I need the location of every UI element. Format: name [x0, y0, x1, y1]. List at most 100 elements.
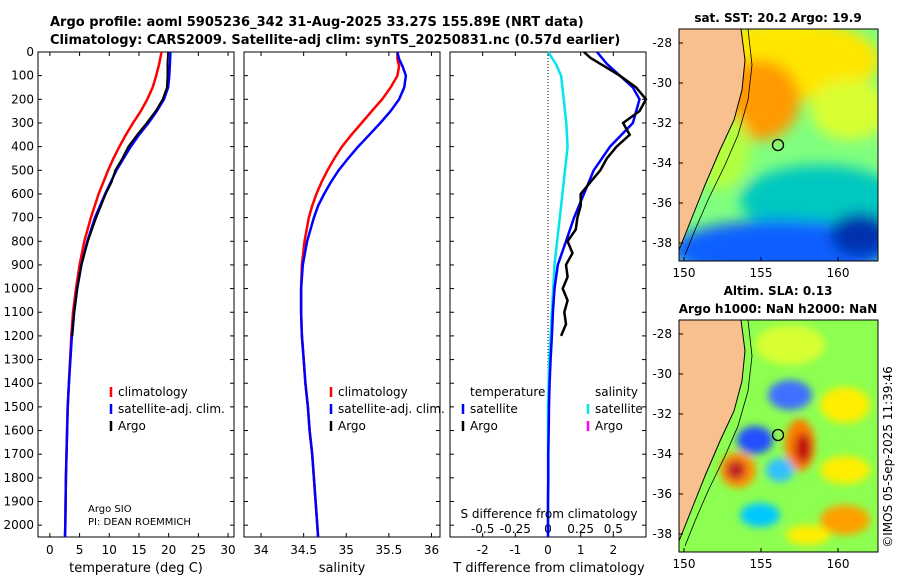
sst-mild-patch — [810, 80, 878, 140]
secondary-x-tick-label: 0.25 — [567, 522, 594, 536]
sst-land — [679, 29, 745, 250]
sst-map — [679, 29, 878, 261]
salinity-axis-label: salinity — [319, 561, 366, 576]
x-tick-label: 1 — [577, 543, 585, 557]
depth-tick-label: 1300 — [3, 353, 34, 367]
sla-anomaly — [755, 325, 825, 365]
depth-tick-label: 700 — [11, 211, 34, 225]
sla-anomaly — [820, 505, 870, 535]
copyright-stamp: ©IMOS 05-Sep-2025 11:39:46 — [881, 366, 895, 548]
x-tick-label: 15 — [131, 543, 146, 557]
figure-title-line2: Climatology: CARS2009. Satellite-adj cli… — [50, 33, 621, 48]
depth-tick-label: 0 — [26, 45, 34, 59]
map-lat-tick-label: -34 — [652, 156, 672, 170]
x-tick-label: 20 — [161, 543, 176, 557]
depth-tick-label: 1100 — [3, 305, 34, 319]
x-tick-label: 0 — [46, 543, 54, 557]
series-line-climatology — [299, 52, 401, 538]
map-lat-tick-label: -34 — [652, 447, 672, 461]
map-lat-tick-label: -32 — [652, 116, 672, 130]
sst-cold-patch — [679, 220, 878, 261]
copyright-stamp-wrapper: ©IMOS 05-Sep-2025 11:39:46 — [878, 350, 898, 570]
sla-anomaly — [737, 426, 773, 454]
sla-anomaly — [820, 387, 870, 423]
legend-temp-satellite-label: satellite — [470, 402, 518, 416]
sst-coastline — [679, 29, 746, 251]
x-tick-label: 34 — [253, 543, 268, 557]
sst-cold-core — [830, 213, 878, 257]
x-tick-label: 34.5 — [290, 543, 317, 557]
legend-sal-argo-label: Argo — [595, 419, 623, 433]
legend-climatology-label: climatology — [118, 385, 188, 399]
temperature-panel-frame — [37, 51, 235, 538]
sst-isobath — [684, 29, 753, 256]
sla-coastline — [679, 320, 746, 542]
legend-argo-label: Argo — [118, 419, 146, 433]
depth-tick-label: 1700 — [3, 447, 34, 461]
depth-tick-label: 500 — [11, 163, 34, 177]
map-lat-tick-label: -30 — [652, 367, 672, 381]
sst-map-title: sat. SST: 20.2 Argo: 19.9 — [694, 11, 861, 25]
secondary-x-tick-label: -0.25 — [500, 522, 531, 536]
depth-tick-label: 1600 — [3, 424, 34, 438]
map-lon-tick-label: 160 — [827, 557, 850, 571]
x-tick-label: 2 — [610, 543, 618, 557]
depth-tick-label: 2000 — [3, 518, 34, 532]
legend-salinity-title: salinity — [595, 385, 638, 399]
depth-tick-label: 1500 — [3, 400, 34, 414]
x-tick-label: 35 — [339, 543, 354, 557]
depth-tick-label: 1000 — [3, 282, 34, 296]
map-lon-tick-label: 155 — [750, 557, 773, 571]
difference-legend: temperature salinity satellite Argo sate… — [461, 385, 643, 433]
depth-tick-label: 1800 — [3, 471, 34, 485]
legend-satellite-label: satellite-adj. clim. — [338, 402, 445, 416]
sst-float-marker — [771, 138, 785, 152]
sla-field — [720, 325, 870, 545]
series-line-satellite-adj-clim- — [63, 51, 172, 538]
temperature-axis-label: temperature (deg C) — [69, 561, 203, 576]
figure-title-line1: Argo profile: aoml 5905236_342 31-Aug-20… — [50, 15, 584, 30]
sla-anomaly — [786, 525, 830, 545]
map-lon-tick-label: 150 — [673, 557, 696, 571]
x-tick-label: 30 — [220, 543, 235, 557]
depth-tick-label: 400 — [11, 140, 34, 154]
series-line-temperature-satellite — [546, 51, 641, 537]
t-difference-axis-label: T difference from climatology — [452, 561, 645, 576]
s-difference-axis-label: S difference from climatology — [461, 507, 638, 521]
depth-tick-label: 1200 — [3, 329, 34, 343]
sla-anomaly — [740, 503, 780, 527]
sla-map-frame — [678, 319, 879, 553]
map-lat-tick-label: -38 — [652, 236, 672, 250]
map-lat-tick-label: -36 — [652, 196, 672, 210]
sla-land — [679, 320, 745, 541]
sla-anomaly — [766, 458, 794, 482]
salinity-legend: climatology satellite-adj. clim. Argo — [329, 385, 445, 433]
map-lon-tick-label: 150 — [673, 266, 696, 280]
float-pi: PI: DEAN ROEMMICH — [88, 517, 191, 528]
depth-tick-label: 100 — [11, 69, 34, 83]
depth-tick-label: 800 — [11, 234, 34, 248]
x-tick-label: 35.5 — [376, 543, 403, 557]
depth-tick-label: 300 — [11, 116, 34, 130]
map-lat-tick-label: -38 — [652, 527, 672, 541]
x-tick-label: 10 — [102, 543, 117, 557]
sla-anomaly — [726, 460, 746, 480]
legend-satellite-label: satellite-adj. clim. — [118, 402, 225, 416]
sla-map-title-2: Argo h1000: NaN h2000: NaN — [679, 302, 878, 316]
sla-isobath — [684, 320, 753, 547]
secondary-x-tick-label: -0.5 — [471, 522, 494, 536]
x-tick-label: -2 — [477, 543, 489, 557]
float-institution: Argo SIO — [88, 504, 132, 515]
series-line-argo — [71, 51, 170, 336]
series-line-satellite-adj-clim- — [299, 51, 408, 538]
temperature-legend: climatology satellite-adj. clim. Argo — [109, 385, 225, 433]
sst-map-frame — [678, 28, 879, 262]
sla-map-title-1: Altim. SLA: 0.13 — [724, 284, 833, 298]
salinity-panel-frame — [243, 51, 441, 538]
map-lat-tick-label: -28 — [652, 36, 672, 50]
x-tick-label: 36 — [424, 543, 439, 557]
legend-argo-label: Argo — [338, 419, 366, 433]
map-lon-tick-label: 155 — [750, 266, 773, 280]
depth-tick-label: 1900 — [3, 495, 34, 509]
